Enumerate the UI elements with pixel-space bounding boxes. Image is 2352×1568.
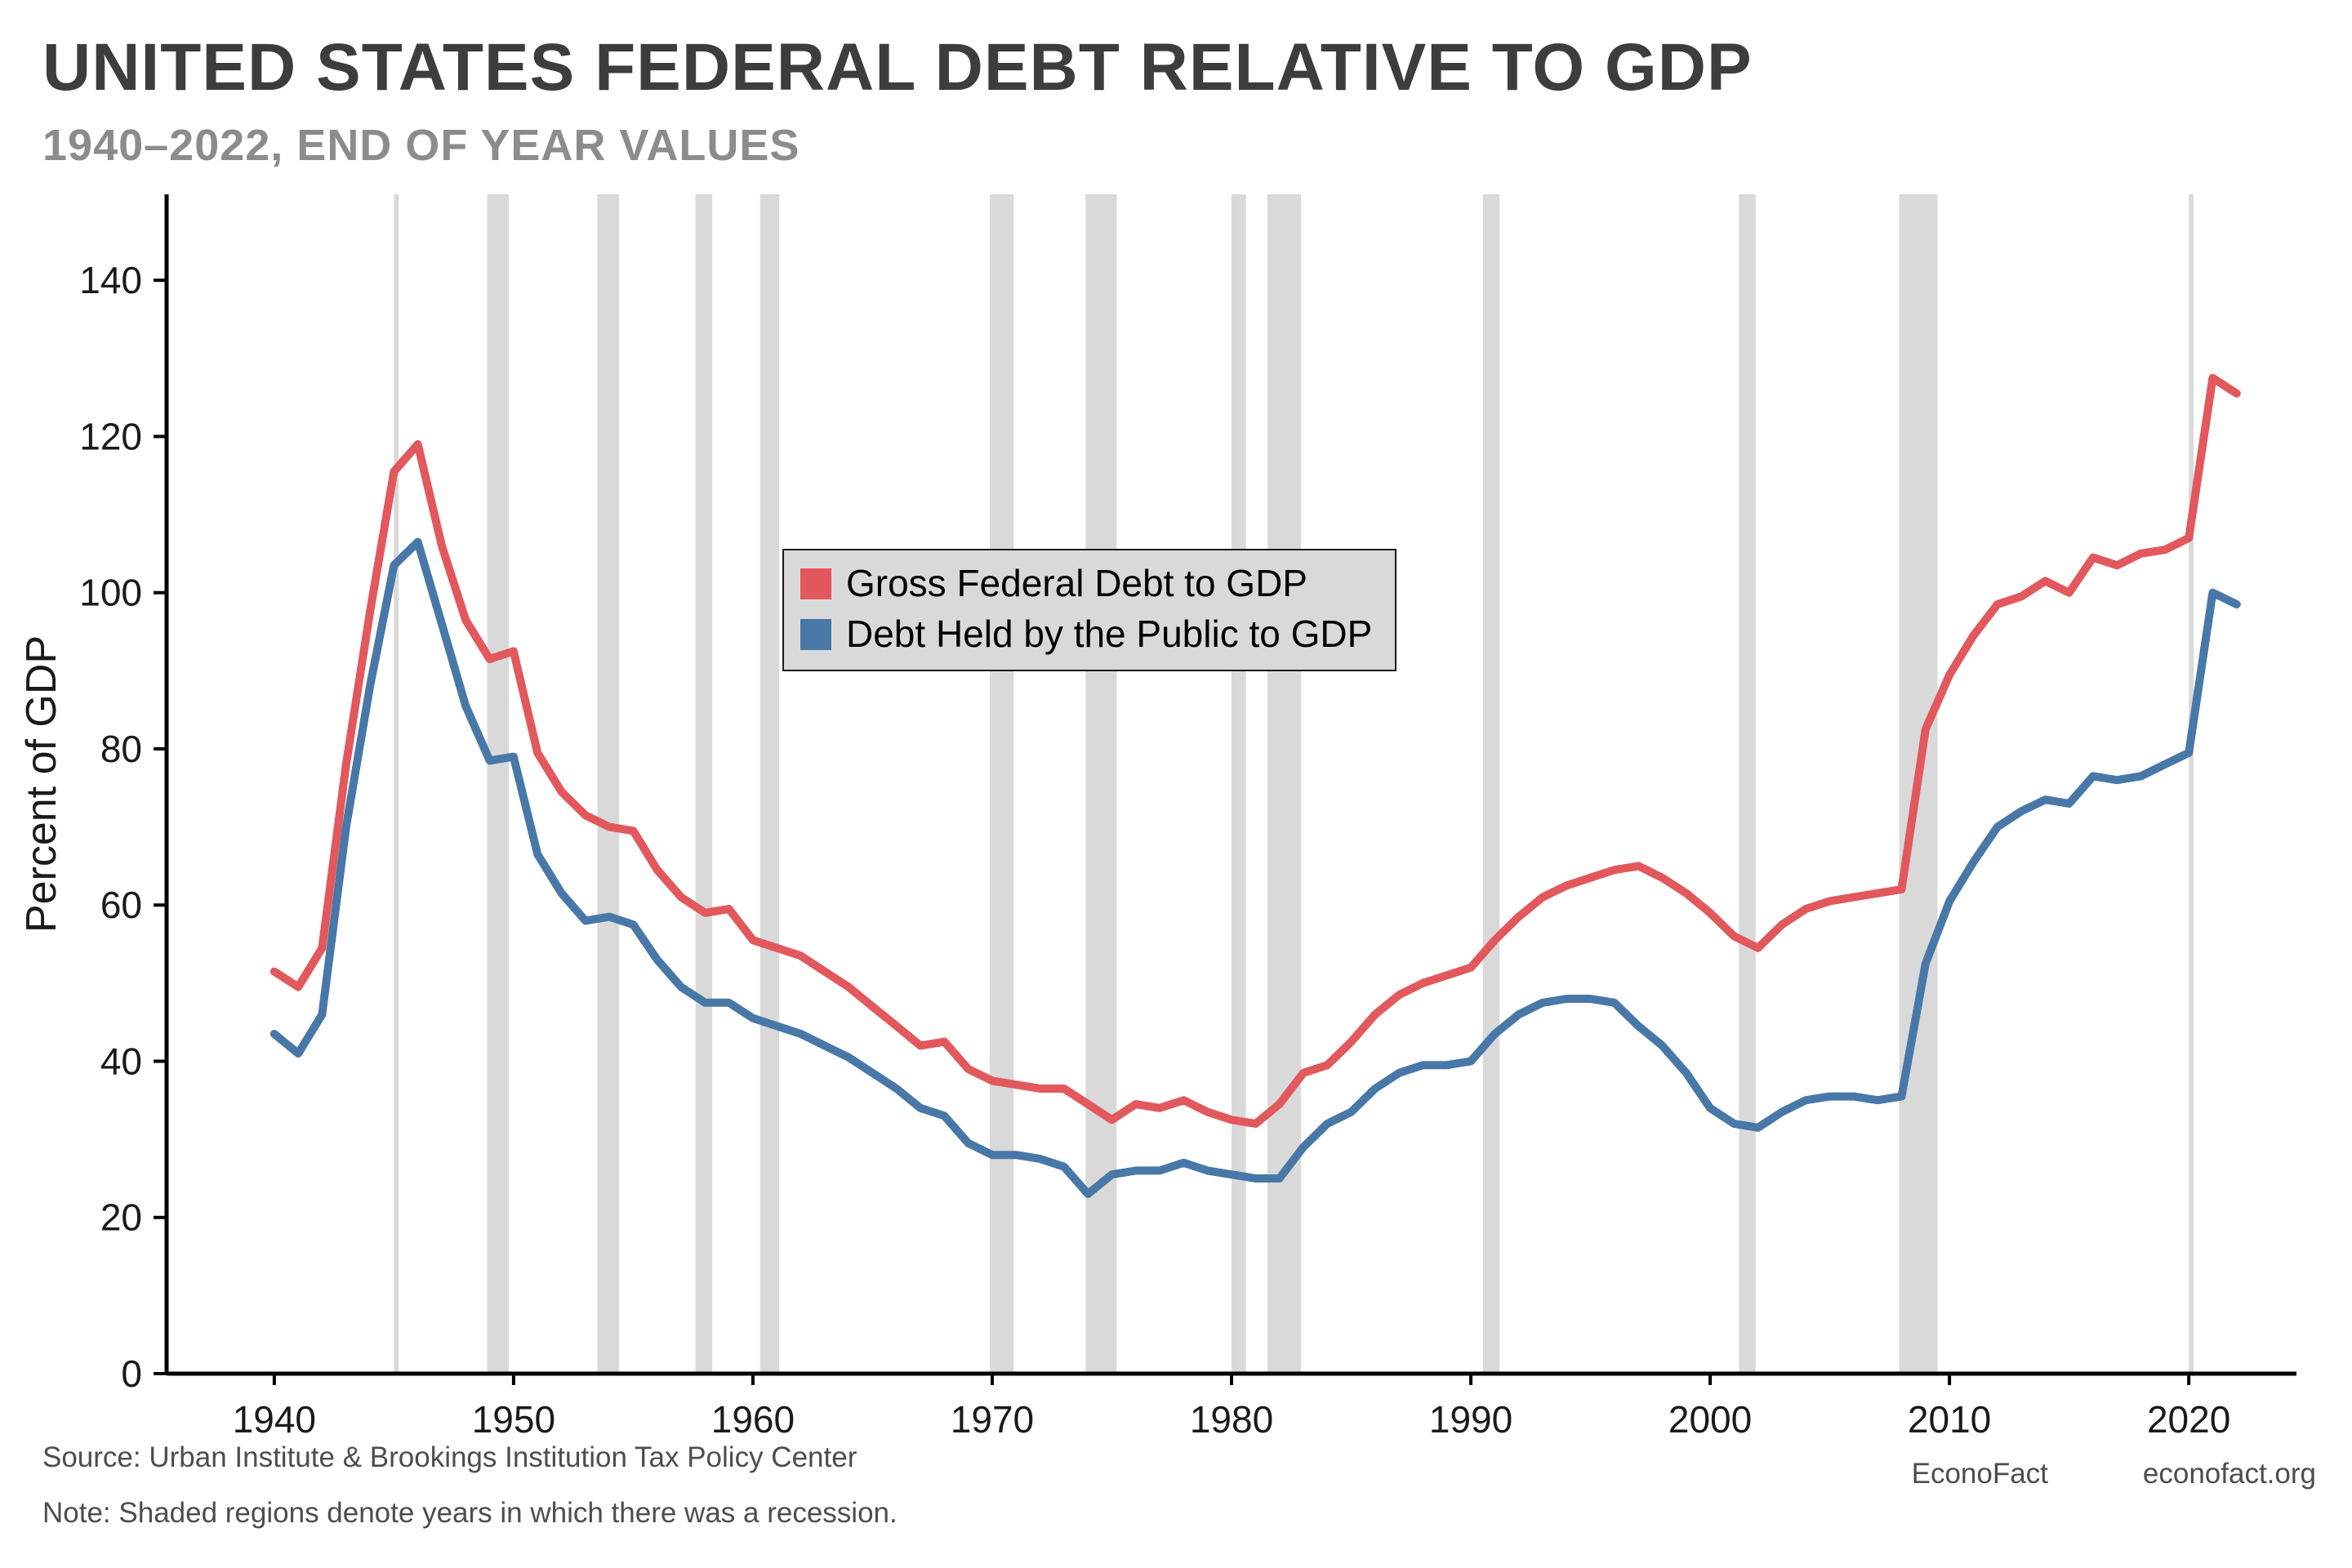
x-tick-label: 1940 — [233, 1398, 316, 1441]
recession-band — [394, 194, 399, 1374]
recession-band — [760, 194, 780, 1374]
gross-debt-swatch-icon — [800, 568, 831, 599]
y-tick-label: 20 — [100, 1196, 142, 1239]
legend-label-gross-debt: Gross Federal Debt to GDP — [846, 562, 1307, 604]
x-tick-label: 2020 — [2147, 1398, 2230, 1441]
recession-band — [1739, 194, 1756, 1374]
note-text: Note: Shaded regions denote years in whi… — [42, 1496, 898, 1529]
legend: Gross Federal Debt to GDP Debt Held by t… — [782, 549, 1397, 671]
y-tick-label: 120 — [79, 415, 142, 457]
x-tick-label: 1970 — [951, 1398, 1034, 1441]
y-axis-label: Percent of GDP — [18, 635, 65, 933]
x-tick-label: 1950 — [472, 1398, 555, 1441]
recession-band — [597, 194, 619, 1374]
x-tick-label: 2000 — [1668, 1398, 1752, 1441]
x-tick-label: 1960 — [711, 1398, 795, 1441]
econofact-brand: EconoFact — [1911, 1457, 2048, 1490]
recession-band — [990, 194, 1014, 1374]
econofact-site-link[interactable]: econofact.org — [2142, 1457, 2316, 1490]
recession-band — [2189, 194, 2194, 1374]
y-tick-label: 0 — [121, 1352, 142, 1395]
y-tick-label: 60 — [100, 884, 142, 926]
y-tick-label: 80 — [100, 728, 142, 770]
recession-band — [1482, 194, 1500, 1374]
public-debt-swatch-icon — [800, 619, 831, 650]
x-tick-label: 2010 — [1908, 1398, 1991, 1441]
debt-held-by-public-line — [270, 537, 2241, 1198]
y-tick-label: 40 — [100, 1040, 142, 1082]
legend-label-public-debt: Debt Held by the Public to GDP — [846, 612, 1373, 655]
legend-item-public-debt: Debt Held by the Public to GDP — [800, 612, 1372, 657]
gross-federal-debt-line — [270, 373, 2241, 1128]
recession-band — [1267, 194, 1301, 1374]
x-tick-label: 1980 — [1190, 1398, 1273, 1441]
chart-title: UNITED STATES FEDERAL DEBT RELATIVE TO G… — [42, 29, 1753, 105]
source-text: Source: Urban Institute & Brookings Inst… — [42, 1441, 858, 1473]
y-tick-label: 100 — [79, 572, 142, 614]
recession-band — [1232, 194, 1246, 1374]
chart-subtitle: 1940–2022, END OF YEAR VALUES — [42, 121, 800, 170]
legend-item-gross-debt: Gross Federal Debt to GDP — [800, 562, 1372, 606]
footer-brand: EconoFact econofact.org — [1912, 1457, 2316, 1491]
x-tick-label: 1990 — [1429, 1398, 1512, 1441]
y-tick-label: 140 — [79, 259, 142, 301]
recession-band — [695, 194, 713, 1374]
recession-band — [487, 194, 510, 1374]
